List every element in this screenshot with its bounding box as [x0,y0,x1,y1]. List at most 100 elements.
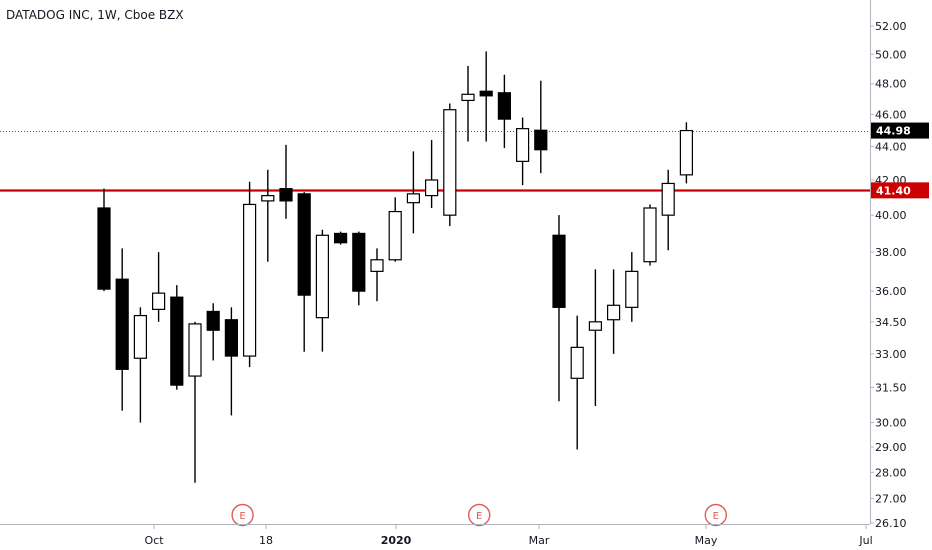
time-tick-label: Jul [858,534,872,547]
resistance-price-badge [871,182,929,199]
price-tick-label: 48.00 [875,78,907,91]
time-tick-label: Mar [529,534,550,547]
candle-body-up [133,314,147,359]
candle[interactable] [352,231,366,306]
earnings-event-marker[interactable]: E [704,503,727,527]
candle[interactable] [206,303,220,361]
time-tick-label: May [695,534,718,547]
price-tick-label: 50.00 [875,48,907,61]
candle-body-down [115,278,129,370]
earnings-event-circle [468,503,491,527]
candle-body-up [461,93,475,102]
candle-body-down [352,232,366,292]
candle-body-up [388,210,402,261]
candle-body-up [443,109,457,216]
price-tick-label: 44.00 [875,140,907,153]
candle-body-up [261,195,275,202]
candle-body-up [606,304,621,321]
candle[interactable] [279,144,293,219]
candle[interactable] [461,65,475,142]
candle[interactable] [224,307,238,416]
candle[interactable] [443,103,457,227]
candle[interactable] [625,252,639,322]
price-tick-label: 40.00 [875,209,907,222]
candle-body-down [279,188,293,202]
candle[interactable] [115,248,129,411]
price-badge-label: 41.40 [876,184,911,197]
time-axis[interactable]: Oct 18 2020 Mar May Jul [144,524,873,547]
candle[interactable] [643,204,657,266]
last-price-badge [871,122,929,139]
candle-body-down [97,207,111,290]
candle[interactable] [570,315,584,450]
candle[interactable] [315,229,329,352]
candle-body-down [497,92,511,120]
price-badges-layer: 41.40 44.98 [871,122,929,199]
price-tick-label: 38.00 [875,246,907,259]
candle[interactable] [388,197,402,262]
candle-body-down [334,232,348,244]
earnings-event-marker[interactable]: E [468,503,491,527]
candle[interactable] [497,74,511,149]
candle[interactable] [534,80,548,174]
price-tick-label: 31.50 [875,381,907,394]
chart-title: DATADOG INC, 1W, Cboe BZX [6,8,184,22]
earnings-event-label: E [239,511,245,522]
candle[interactable] [261,169,275,262]
candle-body-up [370,259,384,272]
price-axis[interactable]: 52.0050.0048.0046.0044.0042.0040.0038.00… [870,20,907,530]
price-tick-label: 26.10 [875,517,907,530]
candle-body-down [224,319,238,357]
candle-body-up [625,270,639,308]
time-tick-label: 18 [259,534,273,547]
candle-body-up [570,346,584,379]
candle[interactable] [588,269,603,406]
candle[interactable] [188,321,202,483]
candle[interactable] [515,117,530,186]
candle[interactable] [679,122,694,184]
price-tick-label: 29.00 [875,441,907,454]
candle-body-down [297,193,311,296]
candle-body-up [643,207,657,263]
earnings-event-label: E [476,511,482,522]
earnings-event-label: E [713,511,719,522]
candle[interactable] [661,169,675,251]
candle[interactable] [406,151,420,234]
candle-body-down [479,90,493,97]
candle[interactable] [334,231,348,245]
candle-body-up [406,193,420,204]
candle-body-down [206,310,220,331]
price-tick-label: 27.00 [875,493,907,506]
candle-body-up [515,128,530,162]
price-tick-label: 28.00 [875,466,907,479]
candle-body-down [534,129,548,151]
candle[interactable] [606,269,621,354]
candle[interactable] [97,188,111,292]
candles-layer[interactable] [97,51,694,483]
candle[interactable] [370,248,384,302]
candle[interactable] [425,139,439,208]
candle-body-up [588,321,603,331]
time-tick-label: 2020 [381,534,412,547]
earnings-event-circle [231,503,254,527]
price-tick-label: 30.00 [875,417,907,430]
candle[interactable] [297,192,311,352]
candle-body-up [425,179,439,197]
candle[interactable] [243,181,257,368]
price-tick-label: 34.50 [875,316,907,329]
earnings-event-circle [704,503,727,527]
candle[interactable] [152,252,166,322]
candle-body-down [170,296,184,386]
candle[interactable] [479,51,493,142]
candle[interactable] [170,285,184,390]
candle-body-up [315,234,329,319]
earnings-event-marker[interactable]: E [231,503,254,527]
candle-body-up [679,129,694,176]
candle[interactable] [552,215,566,402]
candle[interactable] [133,307,147,423]
price-tick-label: 46.00 [875,108,907,121]
